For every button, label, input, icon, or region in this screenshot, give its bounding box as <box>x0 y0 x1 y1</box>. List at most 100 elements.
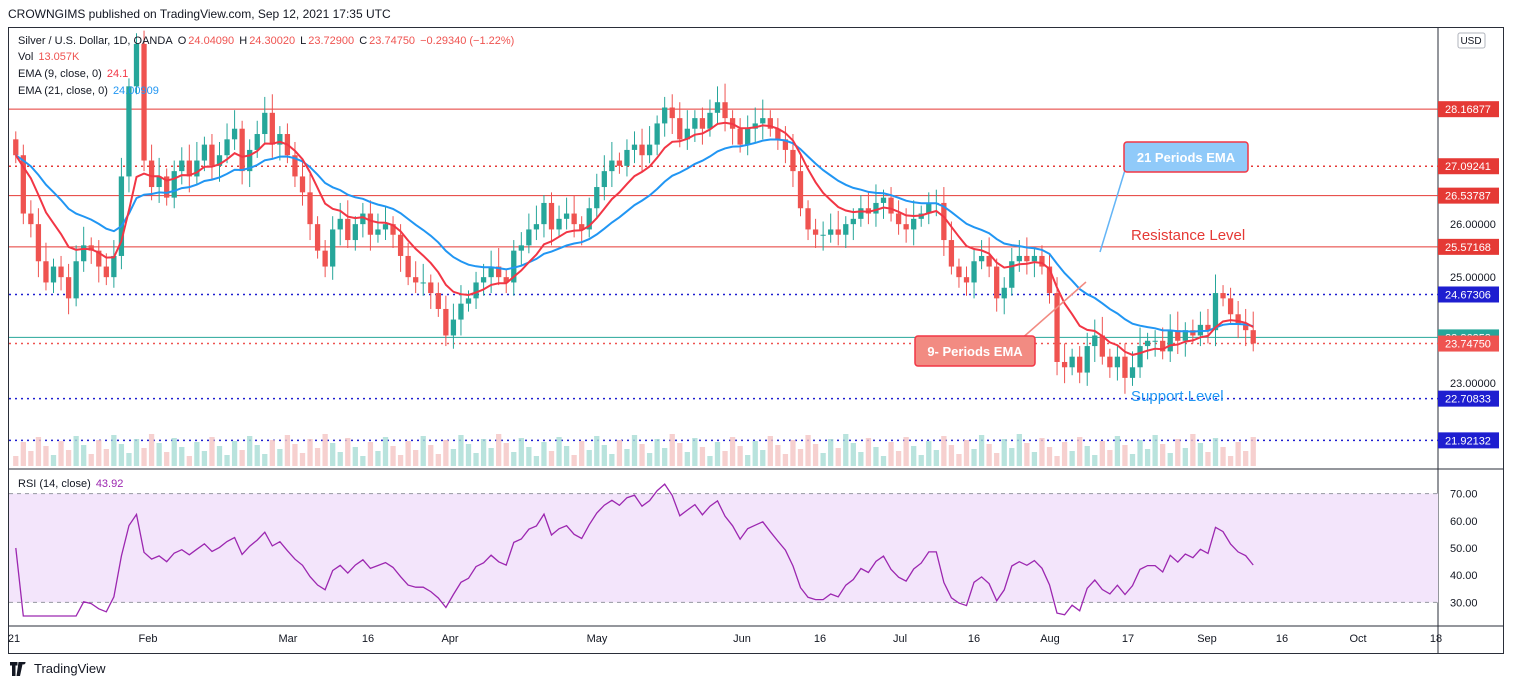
level-tag-bg-7 <box>1438 390 1499 407</box>
candle-body-75 <box>579 224 585 230</box>
rsi-value: 43.92 <box>95 478 124 490</box>
volume-bar-102 <box>782 454 789 466</box>
volume-bar-116 <box>888 442 894 466</box>
volume-bar-87 <box>669 434 675 466</box>
volume-bar-144 <box>1099 441 1105 466</box>
volume-bar-154 <box>1175 439 1181 466</box>
candle-body-44 <box>345 218 351 241</box>
low-value: 23.72900 <box>308 35 355 47</box>
volume-bar-145 <box>1107 450 1113 466</box>
annotations: 21 Periods EMA 9- Periods EMA Resistance L… <box>914 141 1249 405</box>
candle-body-87 <box>669 107 675 119</box>
currency-tag-bg <box>1457 32 1486 49</box>
rsi-pane: 70.00 60.00 50.00 40.00 30.00 <box>9 483 1478 617</box>
candle-body-31 <box>247 149 253 172</box>
volume-bar-14 <box>118 444 125 466</box>
volume-bar-92 <box>707 456 713 466</box>
volume-bar-66 <box>511 452 517 466</box>
candle-body-7 <box>65 277 72 299</box>
vol-label: Vol <box>18 51 34 63</box>
volume-bar-122 <box>933 450 939 466</box>
x-tick-label-5: May <box>587 633 608 645</box>
volume-bar-114 <box>873 447 879 466</box>
candle-body-13 <box>111 255 117 278</box>
volume-bar-59 <box>458 435 464 466</box>
volume-bar-132 <box>1009 448 1015 466</box>
volume-bar-25 <box>201 451 208 466</box>
volume-bar-96 <box>737 446 743 466</box>
candle-body-20 <box>164 176 170 198</box>
rsi-tick-label-0: 70.00 <box>1450 489 1478 501</box>
candle-body-57 <box>443 308 449 336</box>
candle-body-17 <box>141 43 147 161</box>
volume-bar-9 <box>81 445 87 466</box>
candle-body-116 <box>888 197 894 214</box>
volume-bar-16 <box>133 439 140 466</box>
candle-body-147 <box>1122 356 1128 378</box>
candle-body-100 <box>767 118 773 129</box>
ema9-legend: EMA (9, close, 0) 24.1 <box>18 68 130 80</box>
candle-body-103 <box>790 149 796 172</box>
volume-bar-58 <box>450 449 457 466</box>
ema9-callout-pointer <box>1019 281 1087 341</box>
candle-body-0 <box>13 139 19 156</box>
volume-bar-36 <box>284 435 291 466</box>
candle-body-49 <box>382 224 389 230</box>
open-label: O <box>177 35 187 47</box>
x-tick-label-8: Jul <box>893 633 907 645</box>
volume-bar-81 <box>624 449 630 466</box>
volume-bar-138 <box>1054 456 1060 466</box>
volume-bar-74 <box>571 455 577 466</box>
volume-bar-48 <box>375 451 381 466</box>
candle-body-68 <box>526 229 532 246</box>
candle-body-137 <box>1046 266 1053 294</box>
volume-bar-35 <box>277 449 283 466</box>
candle-body-82 <box>631 144 638 150</box>
volume-bars <box>13 434 1256 466</box>
volume-bar-55 <box>428 445 434 466</box>
level-tag-bg-1 <box>1438 158 1499 175</box>
x-tick-label-10: Aug <box>1040 633 1060 645</box>
candle-body-94 <box>722 102 728 119</box>
candle-body-125 <box>956 266 962 278</box>
ema9-callout-box <box>914 335 1036 367</box>
volume-bar-158 <box>1205 452 1211 466</box>
candle-body-102 <box>782 139 789 150</box>
candle-body-16 <box>133 43 140 87</box>
x-tick-label-3: 16 <box>362 633 374 645</box>
volume-bar-115 <box>880 456 887 466</box>
volume-bar-52 <box>405 441 411 466</box>
candle-body-104 <box>797 171 804 209</box>
candle-body-46 <box>360 213 366 225</box>
candle-body-135 <box>1031 255 1038 262</box>
vol-value: 13.057K <box>38 51 80 63</box>
candle-body-34 <box>269 112 275 145</box>
candle-body-129 <box>986 255 992 267</box>
x-tick-label-13: 16 <box>1276 633 1288 645</box>
y-tick-label-2: 23.00000 <box>1450 378 1496 390</box>
volume-bar-146 <box>1114 436 1121 466</box>
candle-body-86 <box>662 107 668 124</box>
candle-body-123 <box>941 202 947 241</box>
resistance-level-label: Resistance Level <box>1131 227 1245 244</box>
volume-bar-135 <box>1031 452 1038 466</box>
volume-bar-24 <box>194 442 200 466</box>
volume-bar-162 <box>1235 442 1241 466</box>
volume-bar-68 <box>526 447 532 466</box>
candle-body-142 <box>1084 346 1090 373</box>
level-tag-bg-0 <box>1438 101 1499 118</box>
time-axis: 21 Feb Mar 16 Apr May Jun 16 Jul 16 Aug 17 Sep 16 Oct 1… <box>8 633 1442 645</box>
footer-brand[interactable]: TradingView <box>10 661 106 676</box>
level-tag-label-0: 28.16877 <box>1445 104 1491 116</box>
candle-body-138 <box>1054 293 1060 362</box>
volume-bar-147 <box>1122 445 1128 466</box>
volume-bar-43 <box>337 452 343 466</box>
volume-bar-127 <box>971 449 977 466</box>
volume-bar-159 <box>1212 438 1219 466</box>
candle-body-43 <box>337 218 343 230</box>
candle-body-162 <box>1235 314 1241 325</box>
volume-bar-44 <box>345 438 351 466</box>
level-tag-label-6: 23.74750 <box>1445 339 1491 351</box>
candle-body-41 <box>322 250 328 267</box>
